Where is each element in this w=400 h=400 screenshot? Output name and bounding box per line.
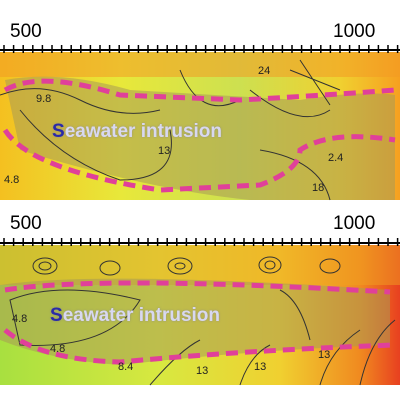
contour-label: 13 [196, 365, 209, 377]
axis-label: 500 [10, 213, 42, 234]
axis-ticks [3, 238, 399, 246]
axis-label: 1000 [333, 213, 376, 234]
annotation: Seawater intrusion [50, 305, 221, 326]
contour-label: 13 [158, 145, 171, 157]
section-1 [0, 45, 400, 201]
axis-label: 500 [10, 21, 42, 42]
boundary-lower [3, 328, 396, 365]
boundary-upper [4, 280, 391, 295]
contour-label: 4.8 [50, 343, 66, 355]
contour-label: 18 [312, 182, 325, 194]
contour-label: 13 [318, 349, 331, 361]
section-2 [0, 238, 400, 386]
surface-layer [0, 245, 400, 285]
axis-label: 1000 [333, 21, 376, 42]
contour-label: 4.8 [12, 313, 28, 325]
contour-lines [0, 59, 341, 201]
contour-label: 9.8 [36, 93, 52, 105]
boundary-lower [2, 128, 396, 193]
contour-label: 24 [258, 65, 271, 77]
contour-label: 8.4 [118, 361, 134, 373]
contour-label: 2.4 [328, 152, 344, 164]
surface-layer [0, 52, 400, 77]
intrusion-zone [5, 76, 395, 200]
axis-ticks [3, 45, 399, 53]
contour-label: 13 [254, 361, 267, 373]
contour-label: 4.8 [4, 174, 20, 186]
annotation: Seawater intrusion [52, 121, 223, 142]
boundary-upper [3, 78, 396, 103]
